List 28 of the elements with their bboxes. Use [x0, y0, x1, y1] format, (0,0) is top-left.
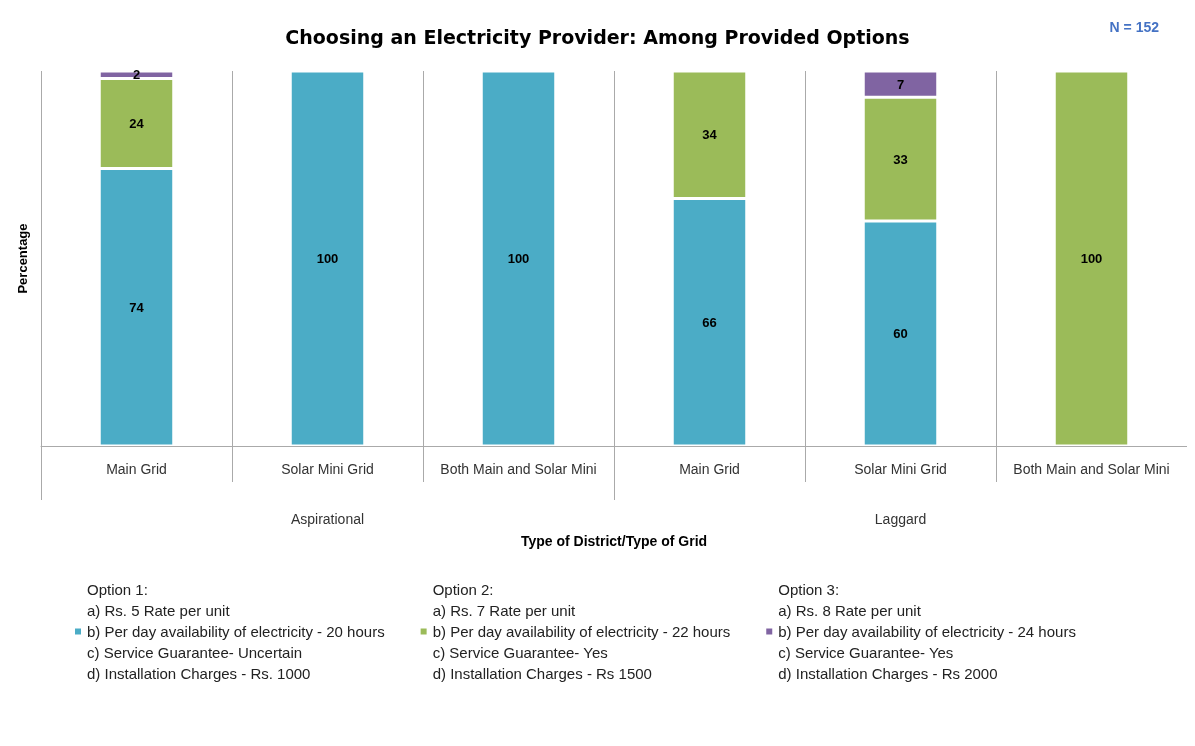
data-label: 60 — [893, 326, 908, 341]
x-tick-label: Solar Mini Grid — [281, 461, 374, 477]
legend-label: Option 1: a) Rs. 5 Rate per unit b) Per day availability of electricity - 20 hours c) Service Guarantee- Uncertain d) Installation Charges - Rs. 1000 — [87, 581, 385, 682]
data-label: 66 — [702, 314, 717, 330]
data-label: 7 — [896, 76, 905, 92]
x-tick-label: Both Main and Solar Mini — [440, 461, 597, 477]
chart-title: Choosing an Electricity Provider: Among Provided Options — [285, 25, 910, 48]
x-tick-label: Solar Mini Grid — [854, 461, 947, 477]
data-label: 100 — [316, 251, 339, 266]
data-label: 100 — [1080, 251, 1103, 266]
x-tick-label: Both Main and Solar Mini — [1013, 461, 1170, 477]
text: Laggard — [874, 511, 927, 527]
bar — [481, 71, 556, 446]
data-label: 74 — [129, 299, 145, 315]
text: N = 152 — [1109, 19, 1160, 35]
data-label: 33 — [893, 151, 908, 167]
data-label: 34 — [702, 127, 718, 143]
x-tick-label: Main Grid — [106, 461, 167, 477]
data-label: 24 — [129, 116, 145, 131]
bar — [1054, 71, 1129, 446]
x-tick-label: Main Grid — [679, 461, 740, 477]
legend-label: Option 2: a) Rs. 7 Rate per unit b) Per day availability of electricity - 22 hours c) Service Guarantee- Yes d) Installation Charges - Rs 1500 — [432, 581, 731, 682]
data-label: 100 — [507, 251, 530, 266]
y-axis-title: Percentage — [15, 223, 30, 294]
x-axis-title: Type of District/Type of Grid — [520, 533, 708, 549]
legend-label: Option 3: a) Rs. 8 Rate per unit b) Per day availability of electricity - 24 hours c) Service Guarantee- Yes d) Installation Charges - Rs 2000 — [778, 581, 1076, 682]
bar — [290, 71, 365, 446]
text: Aspirational — [290, 511, 365, 527]
